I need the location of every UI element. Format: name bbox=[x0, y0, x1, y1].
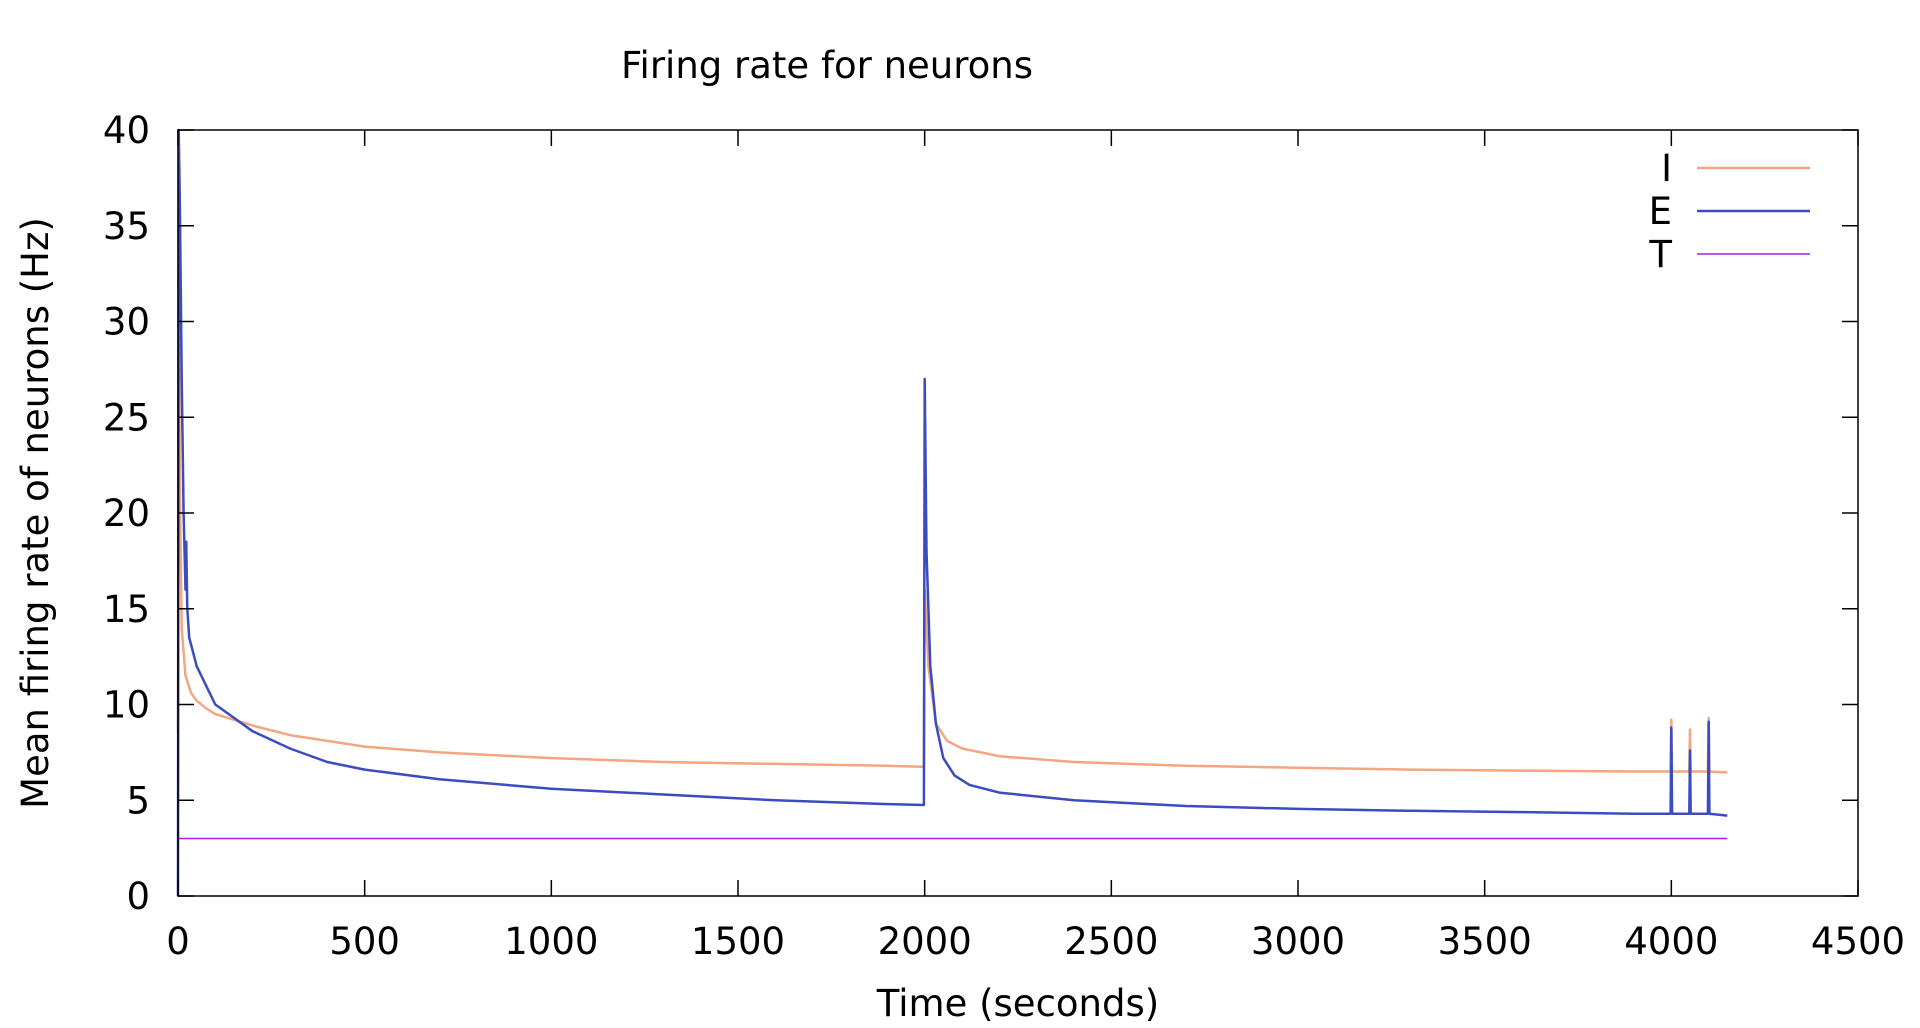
x-tick-label: 3000 bbox=[1251, 920, 1345, 963]
plot-frame bbox=[177, 129, 1859, 897]
x-axis-label: Time (seconds) bbox=[876, 982, 1159, 1025]
legend-label-E: E bbox=[1649, 190, 1672, 233]
series-line-E bbox=[176, 128, 1728, 897]
x-tick-label: 500 bbox=[329, 920, 400, 963]
y-axis-label: Mean firing rate of neurons (Hz) bbox=[14, 217, 57, 809]
x-tick-label: 1500 bbox=[691, 920, 785, 963]
legend-label-T: T bbox=[1648, 233, 1672, 276]
chart-legend: IET bbox=[1648, 147, 1810, 276]
x-tick-label: 1000 bbox=[504, 920, 598, 963]
x-tick-label: 3500 bbox=[1438, 920, 1532, 963]
y-tick-label: 25 bbox=[103, 396, 150, 439]
y-tick-label: 40 bbox=[103, 109, 150, 152]
axis-ticks: 0 500 1000 1500 2000 2500 3000 3500 4000 4500 0 5 10… bbox=[103, 109, 1905, 963]
y-tick-label: 35 bbox=[103, 205, 150, 248]
y-tick-label: 30 bbox=[103, 301, 150, 344]
x-tick-label: 2500 bbox=[1064, 920, 1158, 963]
y-tick-label: 0 bbox=[126, 875, 150, 918]
y-tick-label: 10 bbox=[103, 684, 150, 727]
series-line-I bbox=[176, 262, 1728, 774]
y-tick-label: 15 bbox=[103, 588, 150, 631]
x-tick-label: 2000 bbox=[878, 920, 972, 963]
y-tick-label: 5 bbox=[126, 779, 150, 822]
legend-label-I: I bbox=[1661, 147, 1672, 190]
chart-title: Firing rate for neurons bbox=[621, 44, 1033, 87]
x-tick-label: 4500 bbox=[1811, 920, 1905, 963]
plot-series bbox=[176, 128, 1728, 897]
y-tick-label: 20 bbox=[103, 492, 150, 535]
x-tick-label: 0 bbox=[166, 920, 190, 963]
x-tick-label: 4000 bbox=[1624, 920, 1718, 963]
